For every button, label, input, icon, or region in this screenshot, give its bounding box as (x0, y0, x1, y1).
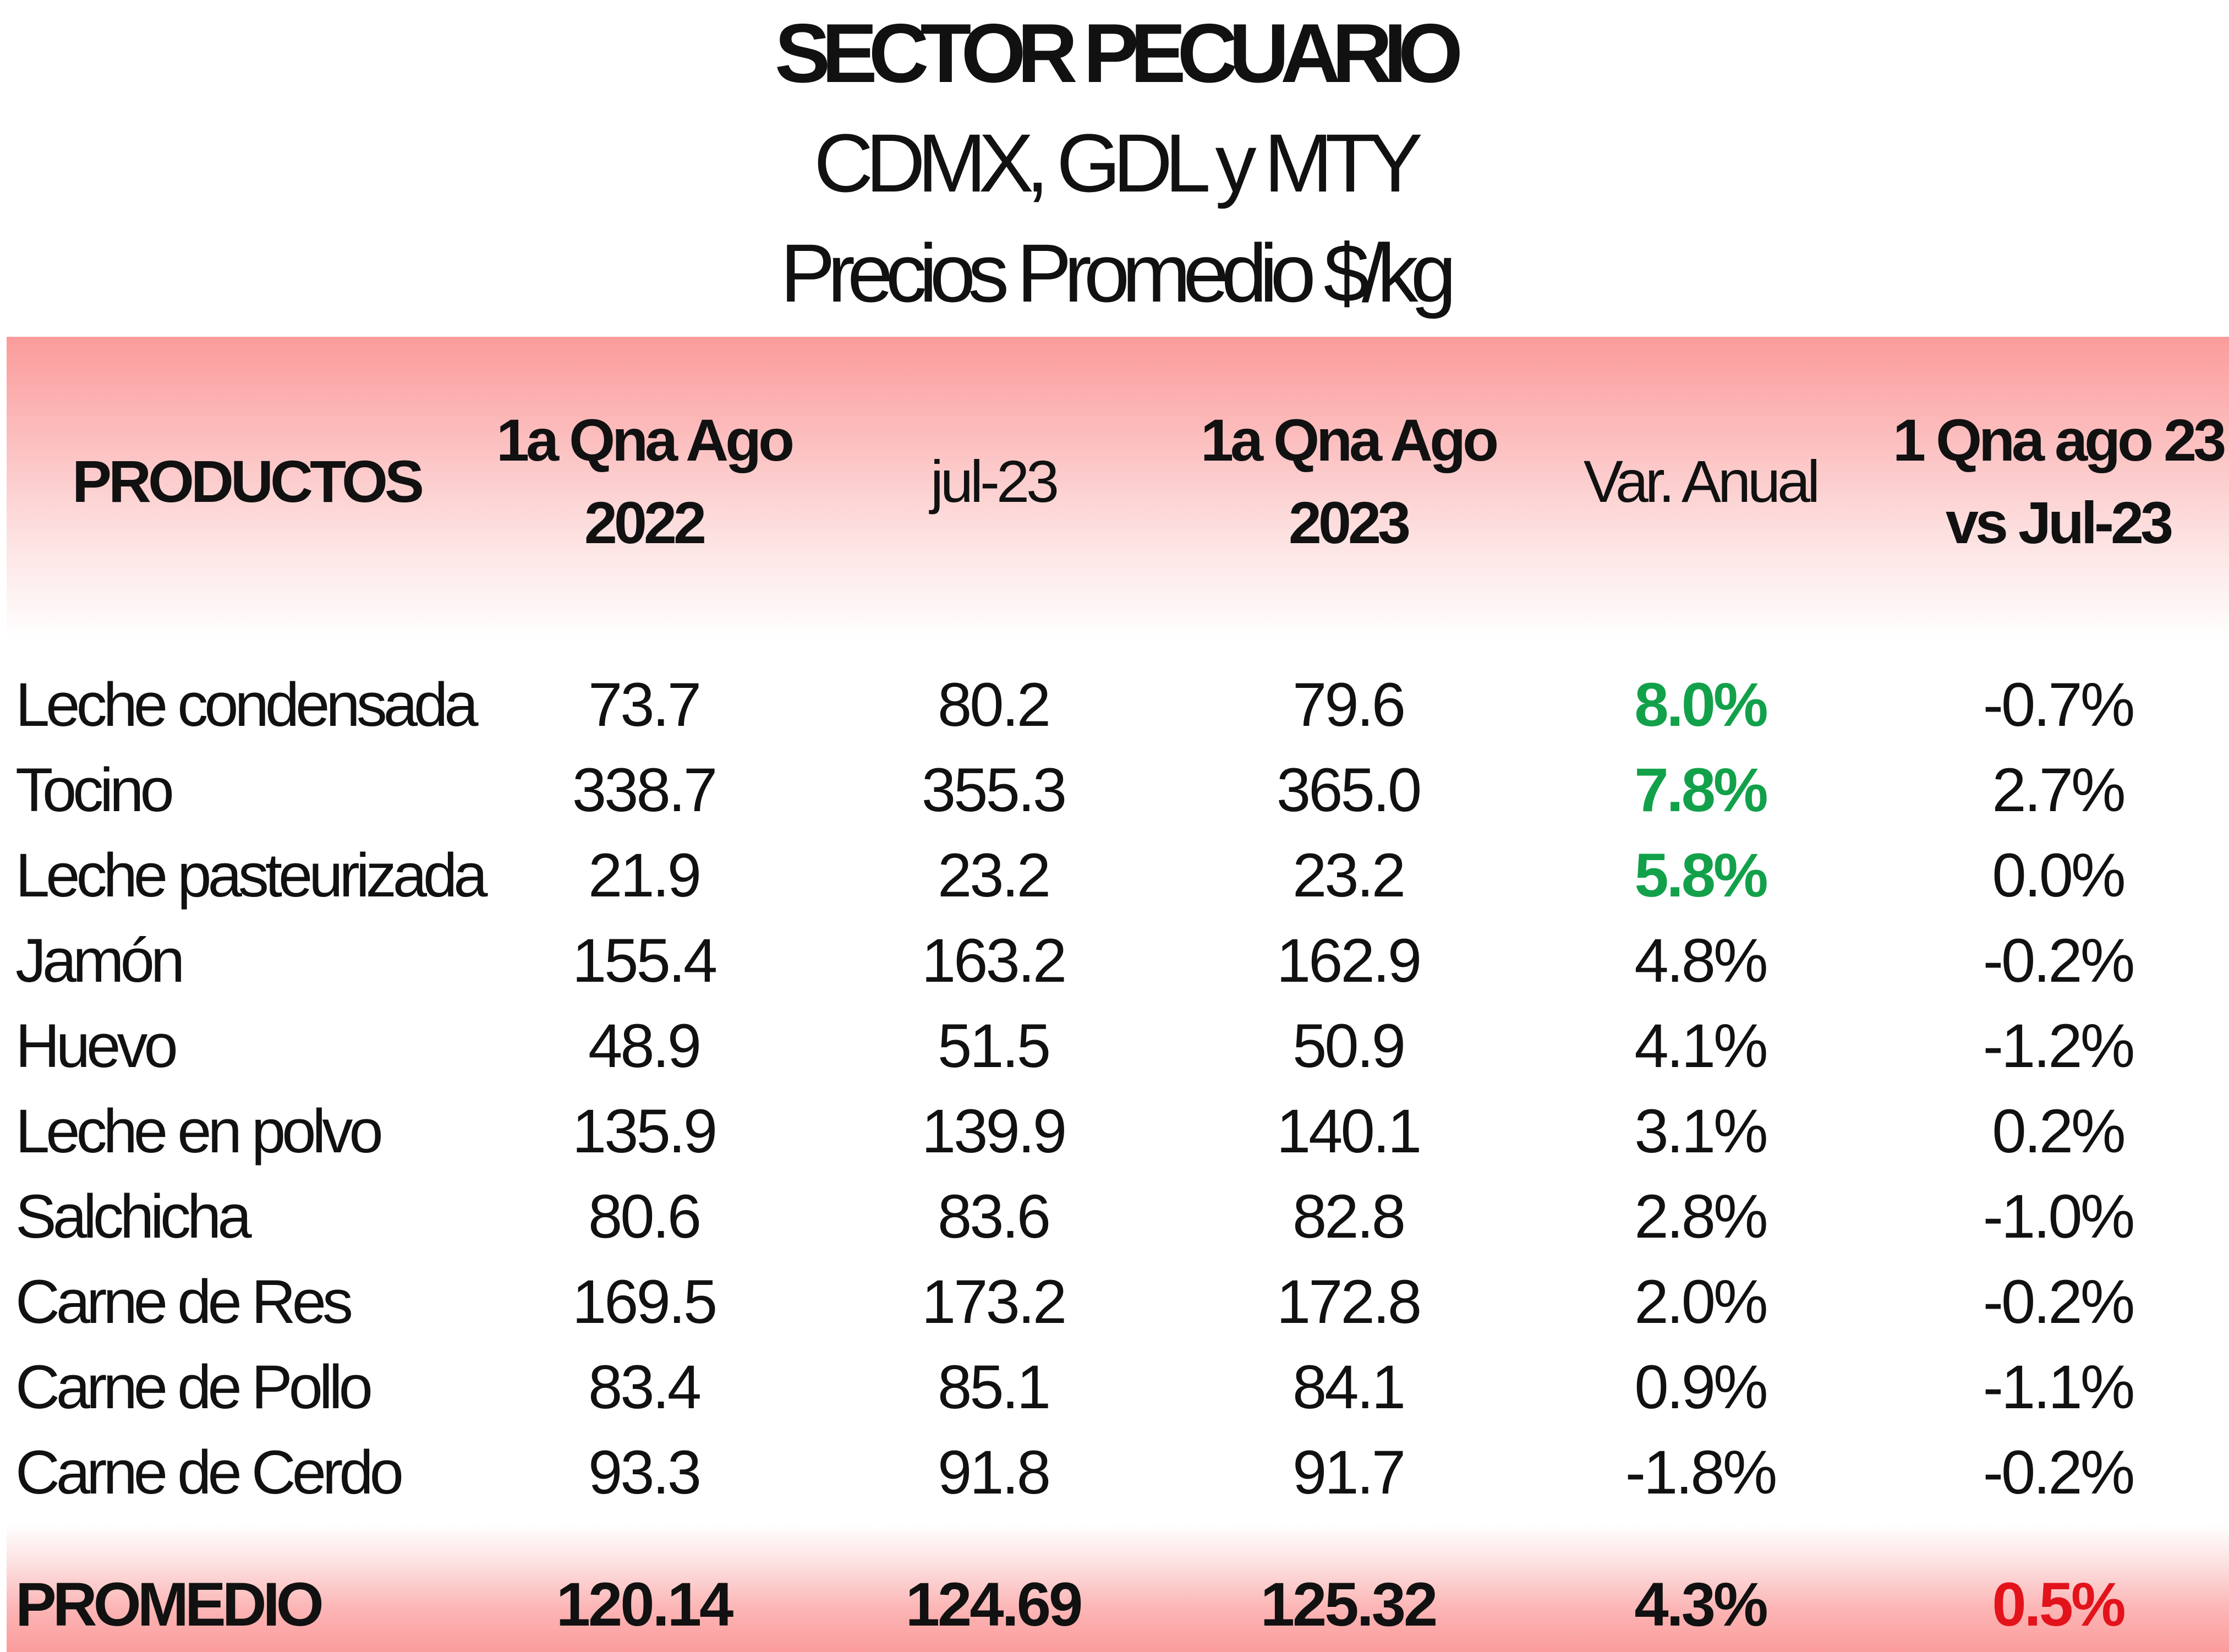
cell-vs-jul: -1.2% (1982, 1011, 2135, 1080)
cell-qna-ago-2023: 140.1 (1276, 1097, 1422, 1166)
footer-jul-23: 124.69 (905, 1570, 1083, 1639)
cell-qna-ago-2022: 83.4 (588, 1353, 702, 1421)
cell-vs-jul: -1.1% (1982, 1353, 2135, 1421)
cell-var-anual: 3.1% (1634, 1097, 1768, 1166)
footer-qna-ago-2022: 120.14 (556, 1570, 734, 1639)
cell-jul-23: 83.6 (938, 1182, 1051, 1251)
cell-var-anual: 8.0% (1634, 670, 1768, 739)
footer-label: PROMEDIO (15, 1570, 324, 1639)
cell-jul-23: 51.5 (938, 1011, 1051, 1080)
column-header-productos: PRODUCTOS (15, 440, 478, 523)
footer-var-anual: 4.3% (1634, 1570, 1768, 1639)
report-title: SECTOR PECUARIO (774, 7, 1463, 100)
cell-qna-ago-2023: 50.9 (1293, 1011, 1406, 1080)
cell-qna-ago-2022: 80.6 (588, 1182, 702, 1251)
column-header-line: 2023 (1288, 489, 1411, 556)
cell-product: Salchicha (15, 1182, 252, 1251)
cell-product: Huevo (15, 1011, 178, 1080)
column-header-line: vs Jul-23 (1945, 489, 2173, 556)
cell-product: Carne de Cerdo (15, 1438, 404, 1507)
cell-var-anual: 7.8% (1634, 756, 1768, 824)
cell-vs-jul: -0.2% (1982, 926, 2135, 995)
column-header-jul-23: jul-23 (828, 440, 1158, 523)
cell-var-anual: -1.8% (1625, 1438, 1778, 1507)
cell-var-anual: 2.8% (1634, 1182, 1768, 1251)
cell-qna-ago-2023: 162.9 (1276, 926, 1422, 995)
cell-qna-ago-2022: 73.7 (588, 670, 702, 739)
cell-qna-ago-2023: 91.7 (1293, 1438, 1406, 1507)
column-header-qna-ago-2023: 1a Qna Ago 2023 (1183, 399, 1513, 564)
column-header-line: jul-23 (930, 448, 1059, 515)
header-band (7, 337, 2229, 638)
cell-jul-23: 355.3 (921, 756, 1067, 824)
cell-qna-ago-2023: 23.2 (1293, 841, 1406, 910)
report-subtitle-units: Precios Promedio $/kg (780, 227, 1456, 319)
column-header-qna-ago-2022: 1a Qna Ago 2022 (479, 399, 809, 564)
cell-vs-jul: 0.2% (1992, 1097, 2126, 1166)
cell-product: Leche condensada (15, 670, 479, 739)
column-header-var-anual: Var. Anual (1535, 440, 1865, 523)
cell-vs-jul: -1.0% (1982, 1182, 2135, 1251)
cell-product: Carne de Pollo (15, 1353, 373, 1421)
cell-var-anual: 5.8% (1634, 841, 1768, 910)
column-header-line: 1a Qna Ago (496, 407, 795, 473)
cell-vs-jul: -0.2% (1982, 1267, 2135, 1336)
cell-product: Tocino (15, 756, 174, 824)
column-header-line: 1 Qna ago 23 (1893, 407, 2226, 473)
cell-qna-ago-2022: 48.9 (588, 1011, 702, 1080)
column-header-line: 1a Qna Ago (1200, 407, 1499, 473)
cell-jul-23: 173.2 (921, 1267, 1067, 1336)
cell-jul-23: 139.9 (921, 1097, 1067, 1166)
cell-qna-ago-2023: 172.8 (1276, 1267, 1422, 1336)
column-header-line: 2022 (584, 489, 707, 556)
cell-product: Leche pasteurizada (15, 841, 488, 910)
cell-vs-jul: -0.2% (1982, 1438, 2135, 1507)
cell-vs-jul: 0.0% (1992, 841, 2126, 910)
column-header-line: Var. Anual (1583, 448, 1820, 515)
cell-qna-ago-2023: 365.0 (1276, 756, 1422, 824)
cell-var-anual: 4.8% (1634, 926, 1768, 995)
column-header-qna-vs-jul: 1 Qna ago 23 vs Jul-23 (1893, 399, 2226, 564)
title-block: SECTOR PECUARIO CDMX, GDL y MTY Precios … (0, 0, 2229, 336)
cell-qna-ago-2022: 93.3 (588, 1438, 702, 1507)
cell-product: Jamón (15, 926, 185, 995)
footer-vs-jul: 0.5% (1992, 1570, 2126, 1639)
cell-qna-ago-2023: 82.8 (1293, 1182, 1406, 1251)
cell-vs-jul: -0.7% (1982, 670, 2135, 739)
cell-qna-ago-2022: 135.9 (572, 1097, 718, 1166)
cell-var-anual: 2.0% (1634, 1267, 1768, 1336)
cell-product: Leche en polvo (15, 1097, 384, 1166)
cell-product: Carne de Res (15, 1267, 353, 1336)
cell-qna-ago-2022: 338.7 (572, 756, 718, 824)
cell-qna-ago-2022: 169.5 (572, 1267, 718, 1336)
cell-var-anual: 4.1% (1634, 1011, 1768, 1080)
cell-qna-ago-2023: 79.6 (1293, 670, 1406, 739)
cell-var-anual: 0.9% (1634, 1353, 1768, 1421)
footer-qna-ago-2023: 125.32 (1260, 1570, 1438, 1639)
cell-qna-ago-2023: 84.1 (1293, 1353, 1406, 1421)
cell-jul-23: 163.2 (921, 926, 1067, 995)
cell-vs-jul: 2.7% (1992, 756, 2126, 824)
cell-qna-ago-2022: 155.4 (572, 926, 718, 995)
column-header-line: PRODUCTOS (72, 448, 424, 515)
report-subtitle-cities: CDMX, GDL y MTY (814, 117, 1423, 209)
cell-jul-23: 80.2 (938, 670, 1051, 739)
cell-jul-23: 91.8 (938, 1438, 1051, 1507)
cell-jul-23: 23.2 (938, 841, 1051, 910)
cell-jul-23: 85.1 (938, 1353, 1051, 1421)
cell-qna-ago-2022: 21.9 (588, 841, 702, 910)
footer-band (7, 1524, 2229, 1652)
